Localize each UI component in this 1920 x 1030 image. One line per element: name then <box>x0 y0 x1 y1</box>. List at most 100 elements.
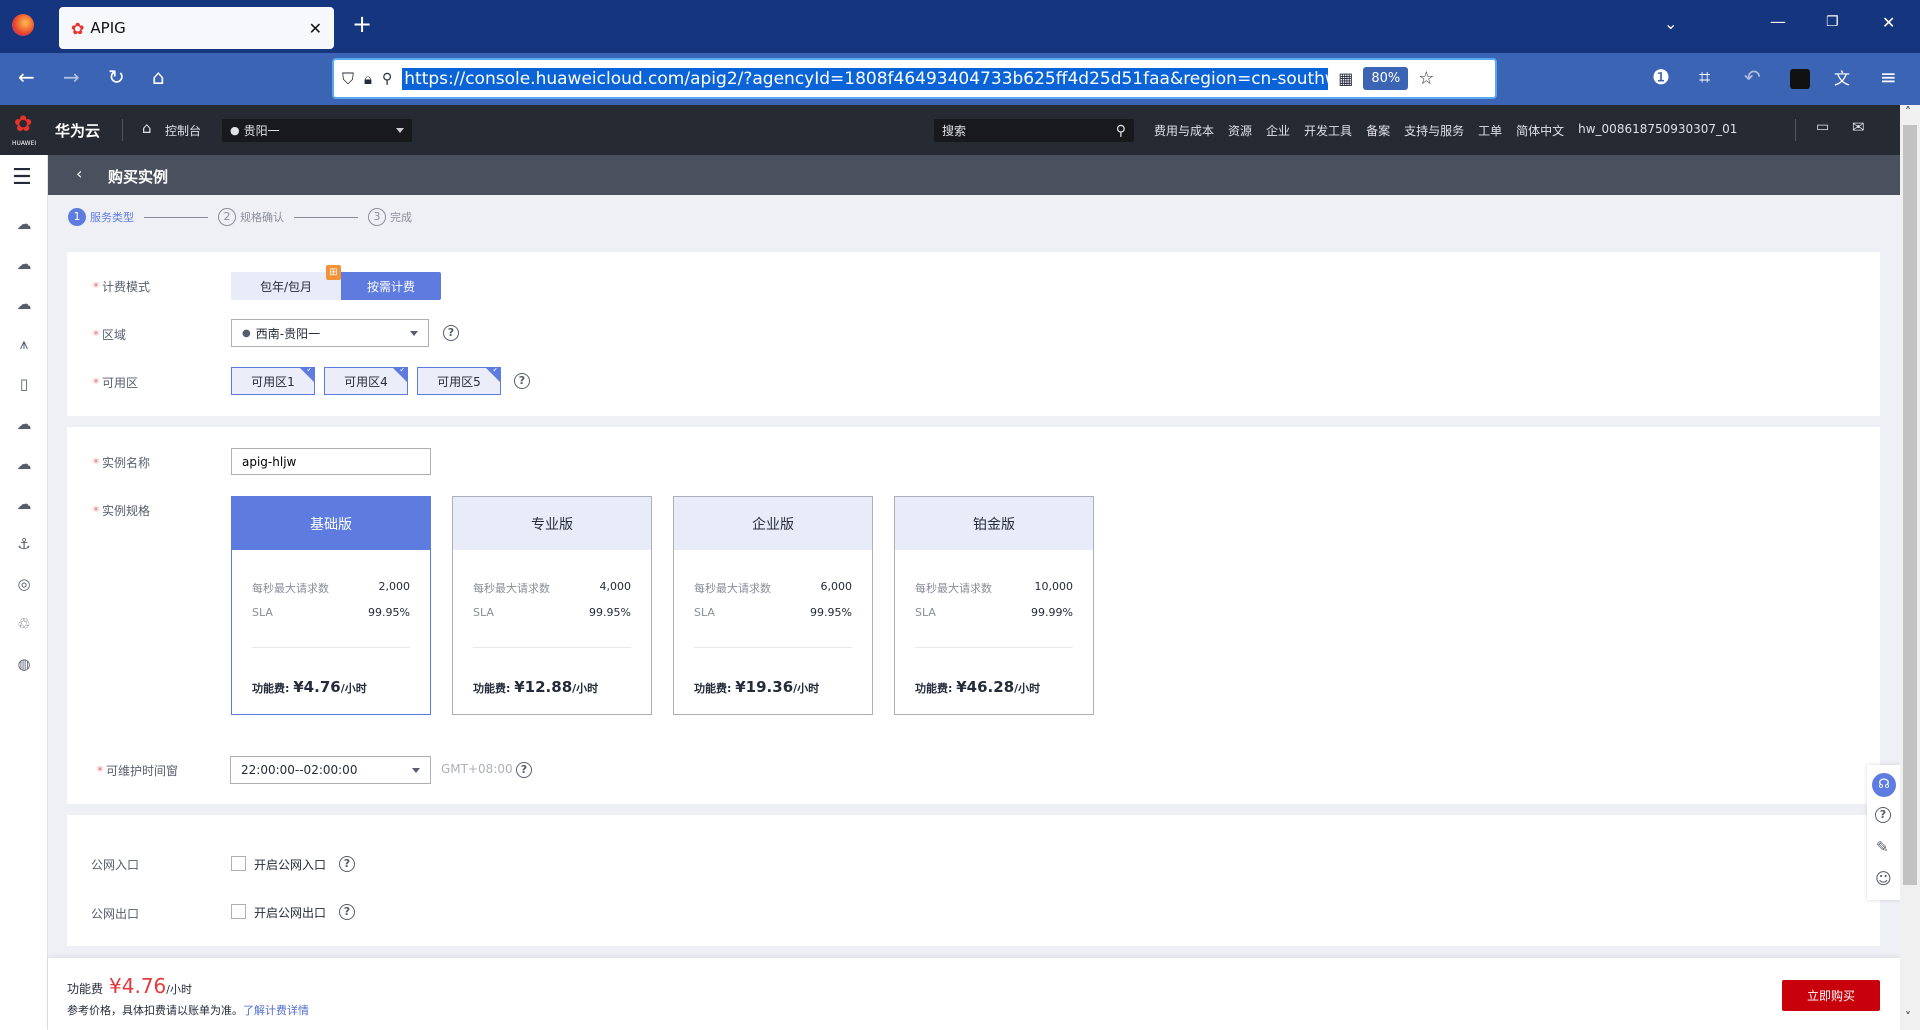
service-icon-11[interactable]: ♲ <box>17 615 31 633</box>
service-icon-9[interactable]: ⚓ <box>17 535 31 553</box>
globe-icon[interactable]: ◍ <box>17 655 31 673</box>
permissions-icon[interactable]: ⚲ <box>382 70 393 87</box>
hamburger-menu-icon[interactable]: ☰ <box>12 165 32 190</box>
service-icon-5[interactable]: ▯ <box>19 375 29 393</box>
service-icon-6[interactable]: ☁ <box>16 415 32 433</box>
lock-icon[interactable]: 🔒︎ <box>364 69 372 88</box>
browser-tab[interactable]: ✿ APIG ✕ <box>59 7 334 49</box>
billing-pay-per-use-option[interactable]: 按需计费 <box>341 272 441 300</box>
egress-checkbox[interactable] <box>231 904 246 919</box>
close-tab-icon[interactable]: ✕ <box>308 18 322 38</box>
feedback-icon[interactable]: ✎ <box>1876 838 1889 856</box>
az-option-1[interactable]: 可用区1 ✓ <box>231 367 315 395</box>
nav-tickets[interactable]: 工单 <box>1478 124 1503 138</box>
az-label: * 可用区 <box>93 376 139 390</box>
scroll-down-icon[interactable]: ˅ <box>1905 1010 1911 1024</box>
back-icon[interactable]: ← <box>18 65 35 89</box>
nav-devtools[interactable]: 开发工具 <box>1304 124 1353 138</box>
nav-resources[interactable]: 资源 <box>1228 124 1253 138</box>
spec-card-3[interactable]: 企业版 每秒最大请求数 6,000 SLA 99.95% 功能费: ¥19.36/小… <box>673 496 873 715</box>
az-option-4[interactable]: 可用区4 ✓ <box>324 367 408 395</box>
nav-language[interactable]: 简体中文 <box>1516 124 1565 138</box>
home-icon[interactable]: ⌂ <box>142 119 152 137</box>
step-1-number: 1 <box>68 208 86 226</box>
huawei-logo-icon[interactable]: ✿ <box>14 112 33 137</box>
help-icon[interactable]: ? <box>1875 807 1891 823</box>
cloud-shell-icon[interactable]: ▭ <box>1816 119 1830 135</box>
service-icon-2[interactable]: ☁ <box>16 255 32 273</box>
region-selector[interactable]: ● 贵阳一 <box>222 119 412 142</box>
egress-checkbox-label[interactable]: 开启公网出口 <box>254 906 327 920</box>
location-pin-icon: ● <box>242 327 251 339</box>
spec-card-title: 铂金版 <box>895 497 1093 550</box>
spec-card-4[interactable]: 铂金版 每秒最大请求数 10,000 SLA 99.99% 功能费: ¥46.28/… <box>894 496 1094 715</box>
pricing-details-link[interactable]: 了解计费详情 <box>243 1004 309 1017</box>
az-option-5[interactable]: 可用区5 ✓ <box>417 367 501 395</box>
service-icon-4[interactable]: ⩚ <box>19 335 29 353</box>
nav-filing[interactable]: 备案 <box>1366 124 1391 138</box>
crop-icon[interactable]: ⌗ <box>1699 65 1711 89</box>
buy-now-button[interactable]: 立即购买 <box>1782 980 1880 1011</box>
url-bar[interactable]: ⛉ 🔒︎ ⚲ https://console.huaweicloud.com/a… <box>332 58 1497 99</box>
restore-icon[interactable]: ❐ <box>1826 14 1839 30</box>
ingress-checkbox-label[interactable]: 开启公网入口 <box>254 858 327 872</box>
user-account[interactable]: hw_008618750930307_01 <box>1578 122 1738 136</box>
close-window-icon[interactable]: ✕ <box>1882 13 1896 32</box>
new-tab-icon[interactable]: + <box>352 10 373 38</box>
shield-icon[interactable]: ⛉ <box>342 68 355 88</box>
scrollbar-thumb[interactable] <box>1903 125 1917 885</box>
minimize-icon[interactable]: — <box>1770 12 1786 31</box>
nav-support[interactable]: 支持与服务 <box>1404 124 1465 138</box>
instance-name-input[interactable] <box>231 448 431 475</box>
tab-list-icon[interactable]: ⌄ <box>1664 14 1678 33</box>
browser-tab-bar: ✿ APIG ✕ + ⌄ — ❐ ✕ <box>0 0 1920 53</box>
billing-yearly-monthly-option[interactable]: 包年/包月 <box>231 272 341 300</box>
translate-icon[interactable]: 文 <box>1834 69 1851 88</box>
instance-name-label: * 实例名称 <box>93 456 151 470</box>
headset-icon[interactable]: ☊ <box>1872 773 1896 797</box>
nav-cost[interactable]: 费用与成本 <box>1154 124 1215 138</box>
url-text[interactable]: https://console.huaweicloud.com/apig2/?a… <box>402 67 1329 90</box>
smiley-icon[interactable]: ☺ <box>1875 869 1892 888</box>
search-icon[interactable]: ⚲ <box>1115 122 1126 139</box>
qr-code-icon[interactable]: ▦ <box>1338 69 1354 88</box>
undo-icon[interactable]: ↶ <box>1744 65 1761 89</box>
service-icon-8[interactable]: ☁ <box>16 495 32 513</box>
zoom-level[interactable]: 80% <box>1363 67 1409 90</box>
service-icon-3[interactable]: ☁ <box>16 295 32 313</box>
nav-enterprise[interactable]: 企业 <box>1266 124 1291 138</box>
search-input[interactable]: 搜索 ⚲ <box>934 119 1134 142</box>
service-icon-1[interactable]: ☁ <box>16 215 32 233</box>
extension-1-icon[interactable]: ❶ <box>1652 65 1670 89</box>
maintenance-help-icon[interactable]: ? <box>516 762 532 778</box>
extension-dark-icon[interactable] <box>1790 69 1810 89</box>
firefox-icon[interactable] <box>12 14 34 36</box>
service-icon-10[interactable]: ◎ <box>17 575 31 593</box>
home-icon[interactable]: ⌂ <box>152 65 165 89</box>
bookmark-star-icon[interactable]: ☆ <box>1418 68 1435 89</box>
console-link[interactable]: 控制台 <box>165 124 202 138</box>
price-value: ¥46.28 <box>956 678 1015 696</box>
region-select-value: 西南-贵阳一 <box>255 326 321 341</box>
page-scrollbar[interactable]: ˄ ˅ <box>1900 105 1920 1030</box>
region-help-icon[interactable]: ? <box>443 325 459 341</box>
scroll-up-icon[interactable]: ˄ <box>1905 105 1911 119</box>
sla-label: SLA <box>915 606 936 619</box>
service-icon-7[interactable]: ☁ <box>16 455 32 473</box>
sla-label: SLA <box>252 606 273 619</box>
sla-value: 99.95% <box>368 606 410 619</box>
reload-icon[interactable]: ↻ <box>108 65 125 89</box>
brand-name[interactable]: 华为云 <box>55 122 101 140</box>
mail-icon[interactable]: ✉ <box>1852 118 1865 136</box>
az-help-icon[interactable]: ? <box>514 373 530 389</box>
spec-card-1[interactable]: 基础版 每秒最大请求数 2,000 SLA 99.95% 功能费: ¥4.76/小时 <box>231 496 431 715</box>
ingress-checkbox[interactable] <box>231 856 246 871</box>
egress-help-icon[interactable]: ? <box>339 904 355 920</box>
back-chevron-icon[interactable]: ‹ <box>76 164 83 183</box>
spec-card-2[interactable]: 专业版 每秒最大请求数 4,000 SLA 99.95% 功能费: ¥12.88/小… <box>452 496 652 715</box>
maintenance-window-select[interactable]: 22:00:00--02:00:00 <box>230 756 431 784</box>
menu-icon[interactable]: ≡ <box>1880 65 1897 89</box>
ingress-help-icon[interactable]: ? <box>339 856 355 872</box>
forward-icon[interactable]: → <box>63 65 80 89</box>
region-select[interactable]: ● 西南-贵阳一 <box>231 319 429 347</box>
